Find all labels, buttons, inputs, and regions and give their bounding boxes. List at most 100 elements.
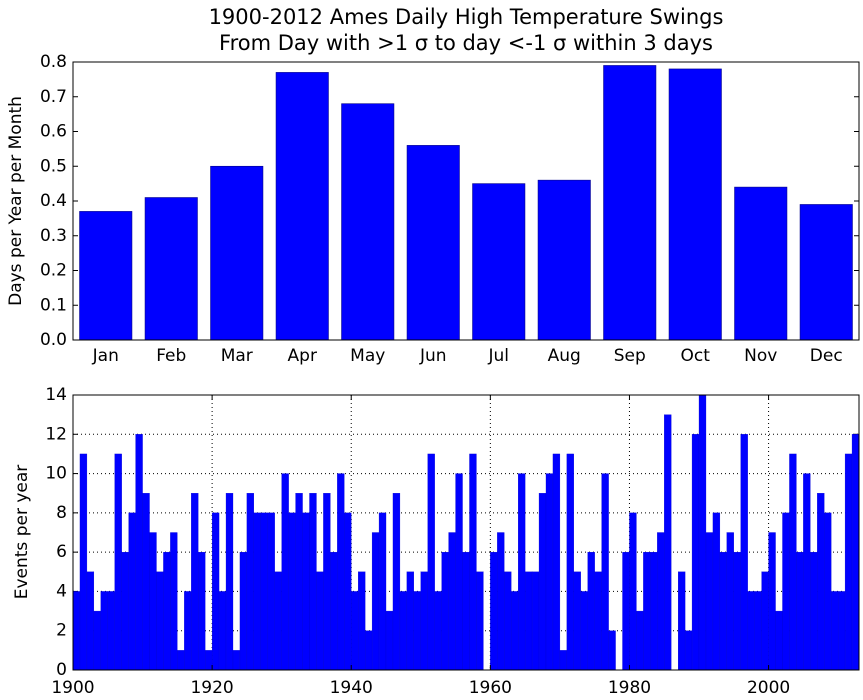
y-tick-label: 0 (56, 660, 67, 680)
bar (684, 630, 693, 671)
bar (149, 532, 157, 671)
bar (545, 473, 554, 671)
bar (705, 532, 714, 671)
bar (413, 591, 421, 671)
bar (267, 512, 275, 671)
bar (844, 453, 853, 671)
y-tick-label: 14 (45, 385, 67, 405)
bar (537, 179, 591, 341)
bar (511, 591, 519, 671)
bar (211, 512, 220, 671)
x-tick-label: 1980 (608, 678, 651, 698)
x-tick-label: Mar (221, 346, 253, 366)
bar (170, 532, 178, 671)
bar (399, 591, 408, 671)
bar (622, 551, 630, 671)
bar (107, 591, 115, 671)
bar (824, 512, 832, 671)
bar (225, 493, 234, 671)
bar (191, 493, 199, 671)
x-tick-label: 2000 (747, 678, 790, 698)
bar (210, 165, 264, 341)
bar (246, 493, 254, 671)
bar (344, 512, 352, 671)
bar (566, 453, 574, 671)
bar (740, 434, 748, 671)
x-tick-label: 1920 (190, 678, 233, 698)
bar (323, 493, 331, 671)
bar (79, 453, 88, 671)
bar (733, 551, 741, 671)
y-tick-label: 0.7 (40, 87, 67, 107)
chart-subtitle: From Day with >1 σ to day <-1 σ within 3… (219, 31, 713, 55)
bar (281, 473, 289, 671)
bar (476, 571, 484, 671)
x-tick-label: 1900 (51, 678, 94, 698)
y-tick-label: 0.8 (40, 52, 67, 72)
bar (441, 551, 449, 671)
bar (668, 68, 722, 341)
bar (469, 453, 477, 671)
y-axis-label: Days per Year per Month (6, 96, 26, 306)
bar (232, 650, 241, 671)
bar (371, 532, 380, 671)
bar (406, 571, 414, 671)
bar (837, 591, 846, 671)
bar (392, 493, 401, 671)
bar (796, 551, 804, 671)
y-tick-label: 0.4 (40, 191, 67, 211)
bar (803, 473, 811, 671)
plot-frame (72, 61, 860, 341)
bar (121, 551, 129, 671)
bar (817, 493, 825, 671)
y-tick-label: 10 (45, 464, 67, 484)
bar (144, 197, 198, 341)
bar (93, 610, 101, 671)
bar (86, 571, 95, 671)
bar (726, 532, 734, 671)
x-tick-label: Nov (744, 346, 777, 366)
y-tick-label: 0.0 (40, 330, 67, 350)
bar (184, 591, 192, 671)
y-tick-label: 0.6 (40, 122, 67, 142)
x-tick-label: Jun (419, 346, 447, 366)
y-tick-label: 8 (56, 503, 67, 523)
bar (538, 493, 547, 671)
bar (427, 453, 435, 671)
bar (114, 453, 122, 671)
x-tick-label: Aug (548, 346, 581, 366)
bar (142, 493, 150, 671)
bar (559, 650, 568, 671)
bar (490, 551, 498, 671)
bar (594, 571, 602, 671)
y-tick-label: 0.2 (40, 261, 67, 281)
bar (288, 512, 296, 671)
bar (712, 512, 721, 671)
bar (524, 571, 533, 671)
bar (100, 591, 108, 671)
x-tick-label: 1960 (469, 678, 512, 698)
bar (163, 551, 171, 671)
bar (761, 571, 769, 671)
bar (309, 493, 317, 671)
bar (608, 630, 616, 671)
bar (497, 532, 505, 671)
x-tick-label: Sep (614, 346, 646, 366)
bar (205, 650, 213, 671)
bar (691, 434, 700, 671)
bar (364, 630, 373, 671)
bar (636, 610, 644, 671)
bar (330, 551, 338, 671)
x-tick-label: May (350, 346, 385, 366)
bar (552, 453, 561, 671)
y-tick-label: 0.1 (40, 295, 67, 315)
y-tick-label: 4 (56, 581, 67, 601)
chart-title: 1900-2012 Ames Daily High Temperature Sw… (209, 5, 724, 29)
bar (831, 591, 839, 671)
x-tick-label: Jul (487, 346, 509, 366)
bar (603, 65, 657, 341)
bar (128, 512, 136, 671)
bar (789, 453, 797, 671)
bar (316, 571, 324, 671)
